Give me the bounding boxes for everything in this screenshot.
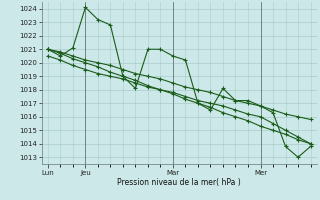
X-axis label: Pression niveau de la mer( hPa ): Pression niveau de la mer( hPa ) — [117, 178, 241, 187]
